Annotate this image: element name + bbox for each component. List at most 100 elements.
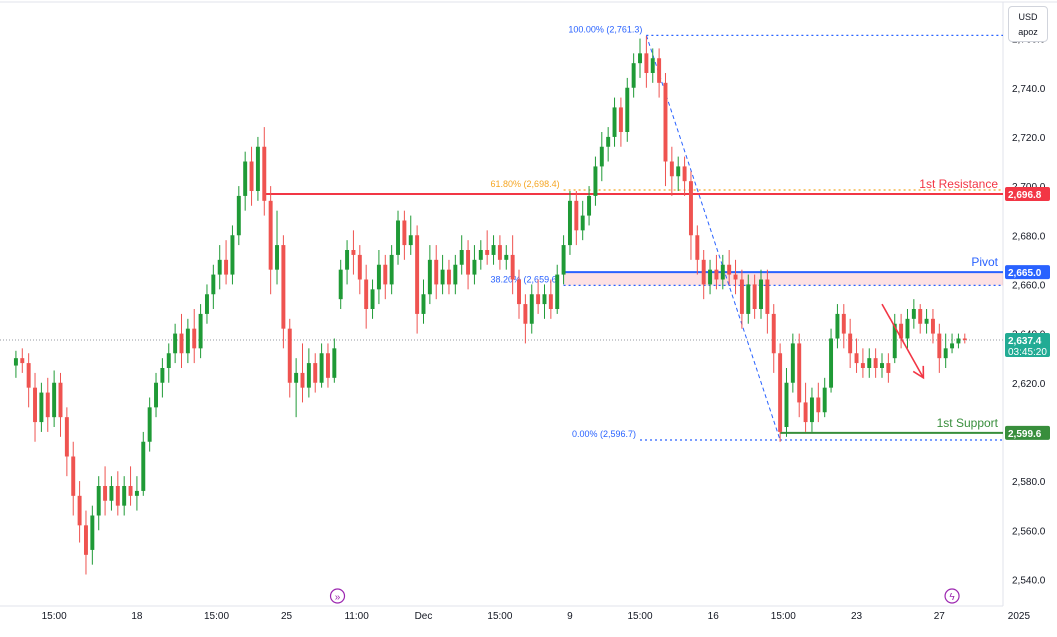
candle-body (64, 417, 69, 457)
candle-body (217, 259, 222, 275)
candle-body (657, 58, 662, 83)
candle-body (835, 313, 840, 339)
candle-body (714, 269, 719, 280)
candle-body (739, 279, 744, 314)
y-axis-tick-label: 2,560.0 (1012, 526, 1046, 537)
candle-body (497, 245, 502, 260)
candle-body (599, 146, 604, 167)
candle-body (765, 279, 770, 314)
candle-body (185, 328, 190, 354)
fib-level-label: 38.20% (2,659.6) (491, 274, 560, 284)
candle-body (396, 220, 400, 255)
candle-body (517, 279, 521, 305)
candle-body (918, 309, 923, 324)
x-axis-tick-label: 23 (851, 611, 863, 622)
candle-body (867, 358, 872, 368)
timeline-event-icon-glyph: » (335, 592, 341, 603)
candle-body (937, 333, 942, 359)
candle-body (816, 397, 821, 413)
candle-body (663, 82, 668, 162)
candle-body (58, 382, 63, 418)
current-price-tag: 2,637.4 (1008, 336, 1042, 347)
candle-body (332, 348, 337, 378)
candle-body (306, 363, 311, 388)
candle-body (587, 195, 592, 216)
candle-body (402, 220, 407, 246)
candle-body (491, 245, 496, 255)
y-axis-tick-label: 2,540.0 (1012, 575, 1046, 586)
candle-body (618, 107, 623, 132)
candle-body (249, 161, 254, 191)
candle-body (287, 328, 292, 383)
candle-body (644, 53, 649, 73)
candle-body (166, 353, 171, 368)
candle-body (606, 136, 611, 147)
candle-body (841, 313, 846, 334)
candle-body (523, 304, 528, 324)
candle-body (956, 338, 961, 344)
candle-body (141, 441, 146, 491)
candle-body (848, 333, 853, 354)
forecast-arrow-head (912, 365, 925, 380)
candle-body (77, 495, 82, 526)
candle-body (854, 353, 859, 364)
candle-body (638, 53, 642, 64)
candle-body (427, 259, 432, 295)
candle-body (695, 235, 700, 260)
y-axis-tick-label: 2,720.0 (1012, 133, 1046, 144)
candle-body (485, 250, 490, 255)
x-axis-tick-label: 11:00 (344, 611, 369, 622)
candle-body (822, 387, 827, 413)
candle-body (243, 161, 248, 196)
candle-body (759, 279, 763, 309)
candle-body (676, 166, 681, 177)
candle-body (580, 215, 585, 231)
candle-body (134, 490, 139, 496)
currency-label: USD (1018, 12, 1038, 22)
candle-body (52, 382, 57, 418)
candle-body (911, 309, 916, 319)
candle-body (548, 294, 553, 309)
pivot-price-tag: 2,665.0 (1008, 268, 1042, 279)
x-axis-tick-label: 2025 (1008, 611, 1031, 622)
candle-body (421, 294, 426, 314)
candle-body (446, 269, 451, 285)
candle-body (880, 363, 884, 368)
candle-body (325, 353, 330, 378)
candle-body (536, 294, 541, 305)
candle-body (950, 343, 955, 349)
timeline-event-icon (329, 588, 346, 604)
x-axis-tick-label: 16 (708, 611, 720, 622)
resistance-price-tag-bg (1005, 186, 1050, 201)
candle-body (109, 486, 114, 501)
pivot-label: Pivot (971, 255, 998, 269)
support-price-tag: 2,599.6 (1008, 429, 1042, 440)
candle-body (370, 289, 375, 309)
candle-body (797, 343, 802, 403)
candle-body (752, 284, 757, 309)
candle-body (415, 235, 420, 314)
candle-body (733, 274, 738, 280)
candle-body (351, 250, 356, 255)
x-axis-tick-label: 9 (567, 611, 573, 622)
candle-body (179, 333, 184, 354)
candle-body (33, 387, 37, 423)
currency-badge[interactable]: USD apoz (1008, 6, 1048, 42)
x-axis-tick-label: 15:00 (42, 611, 67, 622)
candle-body (555, 274, 560, 309)
current-price-tag-bg (1005, 332, 1050, 357)
y-axis-tick-label: 2,580.0 (1012, 477, 1046, 488)
exchange-label: apoz (1018, 27, 1038, 37)
candle-body (829, 338, 834, 388)
x-axis-tick-label: Dec (415, 611, 433, 622)
candle-body (313, 363, 318, 383)
candle-body (383, 264, 388, 285)
forecast-arrow-shaft (881, 303, 925, 379)
support-label: 1st Support (937, 416, 999, 430)
candle-body (364, 279, 369, 309)
candle-body (275, 245, 279, 270)
fib-trend-line (645, 35, 781, 441)
x-axis-tick-label: 18 (131, 611, 143, 622)
candle-body (529, 294, 534, 324)
